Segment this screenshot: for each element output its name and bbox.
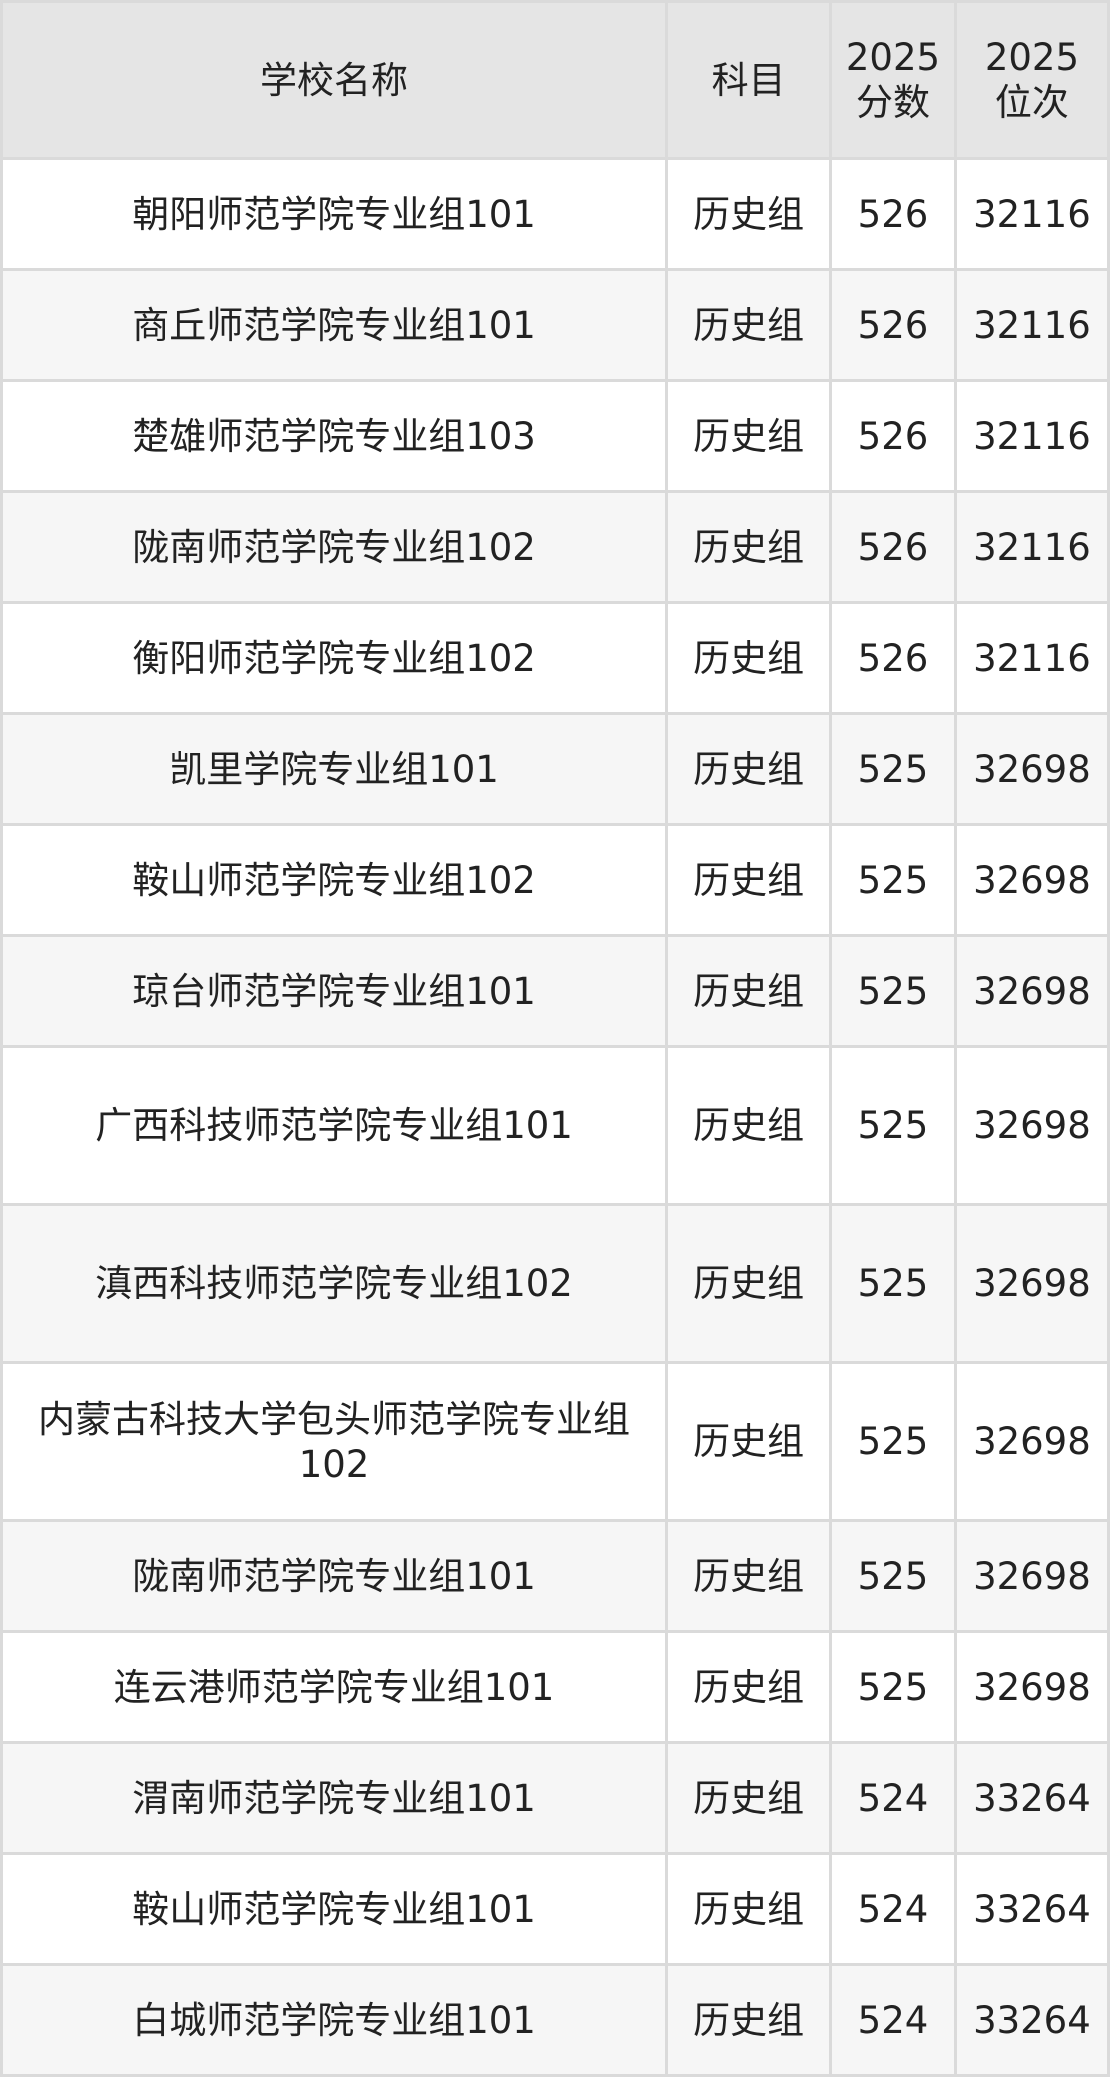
header-label: 分数 [855,81,930,124]
rank-cell: 32698 [953,823,1110,937]
subject-cell: 历史组 [665,823,833,937]
header-label: 学校名称 [260,58,409,102]
table-row: 鞍山师范学院专业组102 历史组 525 32698 [0,823,1110,937]
rank-cell: 32698 [953,1630,1110,1744]
score-cell: 526 [829,601,957,715]
school-name-cell: 渭南师范学院专业组101 [0,1741,669,1855]
subject-cell: 历史组 [665,712,833,826]
school-name-cell: 衡阳师范学院专业组102 [0,601,669,715]
rank-cell: 32698 [953,1519,1110,1633]
subject-cell: 历史组 [665,1852,833,1966]
school-name-cell: 鞍山师范学院专业组101 [0,1852,669,1966]
school-name-cell: 鞍山师范学院专业组102 [0,823,669,937]
table-row: 滇西科技师范学院专业组102 历史组 525 32698 [0,1203,1110,1364]
table-row: 广西科技师范学院专业组101 历史组 525 32698 [0,1045,1110,1206]
score-cell: 525 [829,823,957,937]
score-cell: 525 [829,1045,957,1206]
table-row: 凯里学院专业组101 历史组 525 32698 [0,712,1110,826]
rank-cell: 32116 [953,268,1110,382]
rank-cell: 32698 [953,1203,1110,1364]
school-name-cell: 陇南师范学院专业组101 [0,1519,669,1633]
table-row: 朝阳师范学院专业组101 历史组 526 32116 [0,157,1110,271]
subject-cell: 历史组 [665,268,833,382]
subject-cell: 历史组 [665,1361,833,1522]
score-cell: 525 [829,1630,957,1744]
score-cell: 525 [829,1519,957,1633]
table-row: 渭南师范学院专业组101 历史组 524 33264 [0,1741,1110,1855]
rank-cell: 32698 [953,1045,1110,1206]
school-name-cell: 商丘师范学院专业组101 [0,268,669,382]
rank-cell: 32116 [953,601,1110,715]
school-name-cell: 琼台师范学院专业组101 [0,934,669,1048]
subject-cell: 历史组 [665,1963,833,2077]
rank-cell: 32116 [953,490,1110,604]
rank-cell: 33264 [953,1741,1110,1855]
subject-cell: 历史组 [665,1630,833,1744]
header-label-year: 2025 [984,36,1079,79]
score-cell: 525 [829,934,957,1048]
subject-cell: 历史组 [665,157,833,271]
subject-cell: 历史组 [665,934,833,1048]
school-name-cell: 陇南师范学院专业组102 [0,490,669,604]
rank-cell: 33264 [953,1963,1110,2077]
header-rank: 2025 位次 [953,0,1110,160]
rank-cell: 32698 [953,934,1110,1048]
table-row: 商丘师范学院专业组101 历史组 526 32116 [0,268,1110,382]
table-row: 琼台师范学院专业组101 历史组 525 32698 [0,934,1110,1048]
score-cell: 526 [829,379,957,493]
school-name-cell: 广西科技师范学院专业组101 [0,1045,669,1206]
header-label-year: 2025 [845,36,941,79]
table-row: 内蒙古科技大学包头师范学院专业组102 历史组 525 32698 [0,1361,1110,1522]
score-cell: 524 [829,1852,957,1966]
rank-cell: 32698 [953,712,1110,826]
score-cell: 524 [829,1741,957,1855]
school-name-cell: 内蒙古科技大学包头师范学院专业组102 [0,1361,669,1522]
table-row: 陇南师范学院专业组101 历史组 525 32698 [0,1519,1110,1633]
header-row: 学校名称 科目 2025 分数 2025 位次 [0,0,1110,160]
rank-cell: 32116 [953,379,1110,493]
header-label: 科目 [711,58,786,102]
score-cell: 525 [829,1361,957,1522]
subject-cell: 历史组 [665,379,833,493]
rank-cell: 32116 [953,157,1110,271]
header-subject: 科目 [665,0,833,160]
table-row: 连云港师范学院专业组101 历史组 525 32698 [0,1630,1110,1744]
school-name-cell: 朝阳师范学院专业组101 [0,157,669,271]
header-label: 位次 [994,81,1069,124]
table-row: 白城师范学院专业组101 历史组 524 33264 [0,1963,1110,2077]
score-cell: 526 [829,157,957,271]
score-cell: 526 [829,490,957,604]
table-row: 鞍山师范学院专业组101 历史组 524 33264 [0,1852,1110,1966]
score-cell: 526 [829,268,957,382]
subject-cell: 历史组 [665,601,833,715]
school-name-cell: 滇西科技师范学院专业组102 [0,1203,669,1364]
subject-cell: 历史组 [665,1045,833,1206]
score-cell: 524 [829,1963,957,2077]
table-row: 楚雄师范学院专业组103 历史组 526 32116 [0,379,1110,493]
subject-cell: 历史组 [665,1519,833,1633]
table-row: 陇南师范学院专业组102 历史组 526 32116 [0,490,1110,604]
school-name-cell: 凯里学院专业组101 [0,712,669,826]
subject-cell: 历史组 [665,1741,833,1855]
header-score: 2025 分数 [829,0,957,160]
score-cell: 525 [829,1203,957,1364]
rank-cell: 32698 [953,1361,1110,1522]
school-name-cell: 连云港师范学院专业组101 [0,1630,669,1744]
school-name-cell: 白城师范学院专业组101 [0,1963,669,2077]
table-row: 衡阳师范学院专业组102 历史组 526 32116 [0,601,1110,715]
subject-cell: 历史组 [665,1203,833,1364]
subject-cell: 历史组 [665,490,833,604]
rank-cell: 33264 [953,1852,1110,1966]
score-cell: 525 [829,712,957,826]
school-name-cell: 楚雄师范学院专业组103 [0,379,669,493]
header-school-name: 学校名称 [0,0,669,160]
